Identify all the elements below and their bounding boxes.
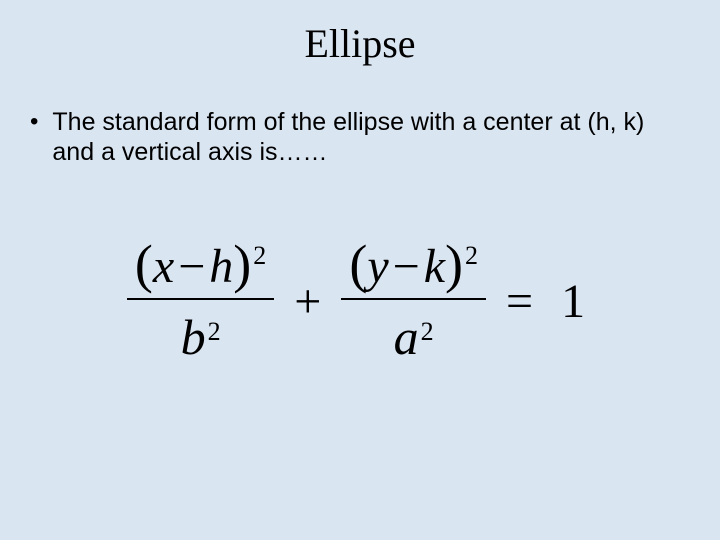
slide-title: Ellipse <box>0 20 720 67</box>
numerator-1: ( x − h ) 2 <box>127 237 274 298</box>
lparen-2: ( <box>349 237 367 291</box>
bullet-item: • The standard form of the ellipse with … <box>0 107 720 167</box>
var-y: y <box>367 239 388 294</box>
rparen-2: ) <box>445 237 463 291</box>
var-k: k <box>424 239 445 294</box>
power-den-2: 2 <box>421 317 434 347</box>
plus-sign: + <box>294 274 321 329</box>
power-num-1: 2 <box>253 241 266 271</box>
fraction-term-2: ( y − k ) 2 a 2 <box>341 237 486 366</box>
equation-container: ( x − h ) 2 b 2 + <box>0 237 720 366</box>
denominator-2: a 2 <box>386 300 442 366</box>
var-b: b <box>181 308 206 366</box>
lparen-1: ( <box>135 237 153 291</box>
bullet-text: The standard form of the ellipse with a … <box>52 107 690 167</box>
var-a: a <box>394 308 419 366</box>
var-h: h <box>209 239 233 294</box>
ellipse-equation: ( x − h ) 2 b 2 + <box>121 237 599 366</box>
fraction-term-1: ( x − h ) 2 b 2 <box>127 237 274 366</box>
bullet-marker: • <box>30 107 38 137</box>
denominator-1: b 2 <box>173 300 229 366</box>
equals-sign: = <box>506 274 533 329</box>
var-x: x <box>153 239 174 294</box>
power-num-2: 2 <box>465 241 478 271</box>
rparen-1: ) <box>233 237 251 291</box>
slide: Ellipse • The standard form of the ellip… <box>0 0 720 540</box>
minus-2: − <box>393 239 420 294</box>
power-den-1: 2 <box>208 317 221 347</box>
minus-1: − <box>178 239 205 294</box>
numerator-2: ( y − k ) 2 <box>341 237 486 298</box>
rhs-one: 1 <box>561 274 585 329</box>
